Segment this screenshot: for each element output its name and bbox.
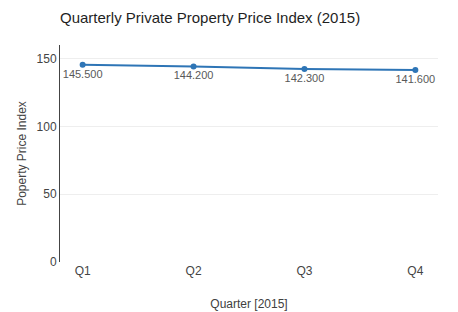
svg-text:Quarter [2015]: Quarter [2015] bbox=[210, 297, 287, 311]
svg-text:100: 100 bbox=[37, 120, 57, 134]
svg-text:Poperty Price Index: Poperty Price Index bbox=[15, 101, 29, 206]
svg-text:Quarterly Private Property Pri: Quarterly Private Property Price Index (… bbox=[60, 9, 360, 26]
svg-text:144.200: 144.200 bbox=[174, 69, 214, 81]
svg-text:Q2: Q2 bbox=[186, 264, 202, 278]
svg-text:141.600: 141.600 bbox=[395, 73, 435, 85]
svg-text:145.500: 145.500 bbox=[63, 68, 103, 80]
svg-text:Q3: Q3 bbox=[296, 264, 312, 278]
svg-text:150: 150 bbox=[37, 52, 57, 66]
svg-text:50: 50 bbox=[43, 187, 57, 201]
svg-text:142.300: 142.300 bbox=[285, 72, 325, 84]
svg-text:0: 0 bbox=[50, 255, 57, 269]
svg-text:Q4: Q4 bbox=[407, 264, 423, 278]
svg-text:Q1: Q1 bbox=[75, 264, 91, 278]
